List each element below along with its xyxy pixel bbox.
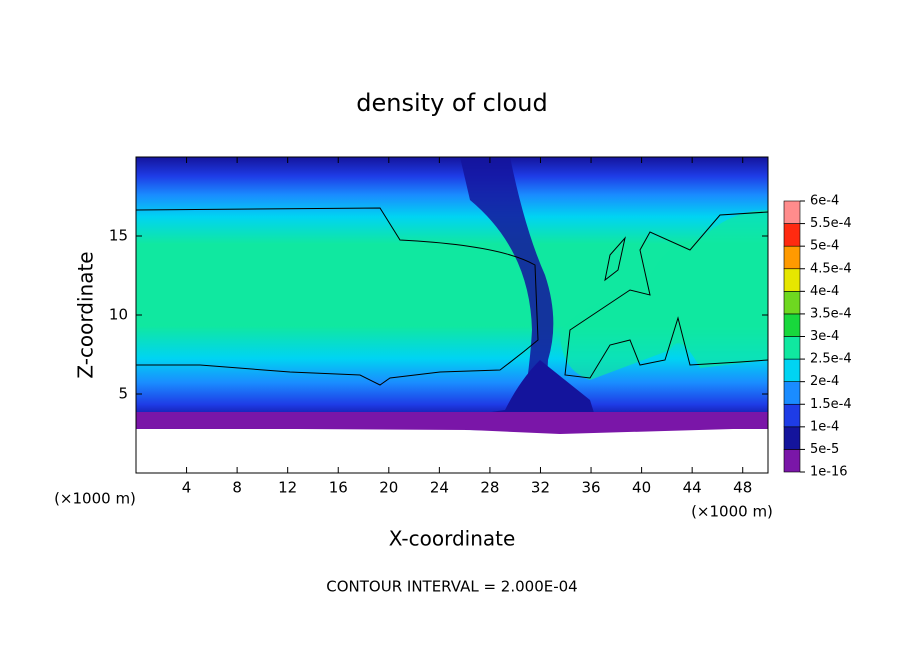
colorbar-swatch (783, 403, 801, 428)
colorbar-swatch (783, 381, 801, 405)
colorbar-swatch (783, 449, 801, 473)
x-axis-label: X-coordinate (389, 527, 516, 551)
colorbar-label: 5e-5 (810, 442, 839, 457)
x-tick-label: 24 (430, 479, 449, 497)
y-axis-label: Z-coordinate (74, 251, 98, 378)
field-plume (460, 157, 554, 425)
colorbar-label: 6e-4 (810, 194, 839, 209)
field-base (136, 412, 768, 434)
footnote: CONTOUR INTERVAL = 2.000E-04 (326, 578, 577, 596)
colorbar-swatch (783, 426, 801, 450)
colorbar-label: 5e-4 (810, 239, 839, 254)
colorbar-swatch (783, 313, 801, 337)
colorbar-label: 1e-4 (810, 419, 839, 434)
colorbar-swatch (783, 358, 801, 382)
x-tick-label: 32 (531, 479, 550, 497)
x-tick-label: 4 (182, 479, 192, 497)
x-tick-label: 16 (329, 479, 348, 497)
colorbar-swatch (783, 200, 801, 224)
x-tick-label: 28 (480, 479, 499, 497)
colorbar-label: 2.5e-4 (810, 352, 852, 367)
y-tick-label: 10 (109, 306, 128, 324)
x-tick-label: 8 (232, 479, 242, 497)
colorbar-label: 2e-4 (810, 374, 839, 389)
y-axis-unit: (×1000 m) (54, 490, 136, 508)
colorbar-label: 1e-16 (810, 465, 848, 480)
colorbar-swatch (783, 223, 801, 247)
colorbar-label: 4.5e-4 (810, 261, 852, 276)
colorbar-label: 5.5e-4 (810, 216, 852, 231)
contour-field (135, 157, 769, 434)
x-tick-label: 12 (278, 479, 297, 497)
colorbar-swatch (783, 291, 801, 315)
colorbar-swatch (783, 268, 801, 292)
colorbar-label: 3.5e-4 (810, 306, 852, 321)
colorbar-swatch (783, 336, 801, 360)
contour-line (135, 207, 539, 386)
y-tick-label: 5 (118, 385, 128, 403)
colorbar-label: 3e-4 (810, 329, 839, 344)
colorbar-label: 1.5e-4 (810, 397, 852, 412)
contour-line (564, 211, 769, 379)
chart-title: density of cloud (356, 89, 547, 117)
x-tick-label: 36 (581, 479, 600, 497)
colorbar-swatch (783, 245, 801, 270)
x-tick-label: 48 (733, 479, 752, 497)
x-axis-unit: (×1000 m) (691, 503, 773, 521)
field-right-cell (560, 210, 768, 380)
x-tick-label: 44 (683, 479, 702, 497)
x-tick-label: 40 (632, 479, 651, 497)
x-tick-label: 20 (379, 479, 398, 497)
colorbar-label: 4e-4 (810, 284, 839, 299)
contour-line (604, 236, 626, 282)
y-tick-label: 15 (109, 227, 128, 245)
